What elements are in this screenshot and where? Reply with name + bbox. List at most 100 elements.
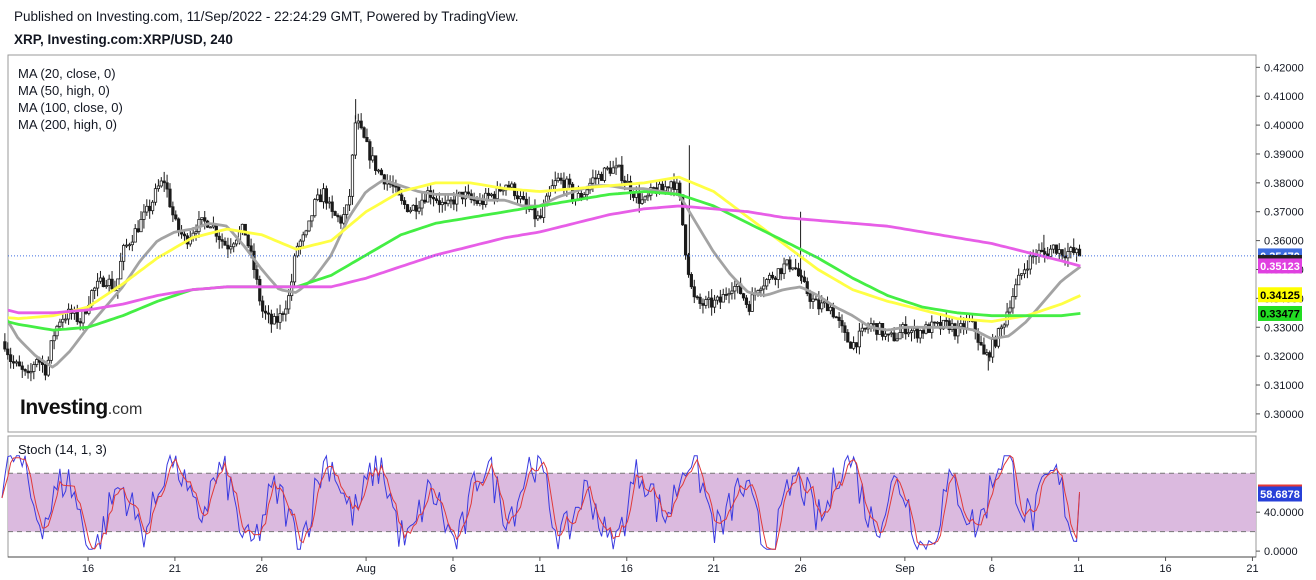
candle-body[interactable] <box>32 364 36 372</box>
candle-body[interactable] <box>171 206 175 216</box>
candle-body[interactable] <box>747 304 751 312</box>
candle-body[interactable] <box>791 267 795 270</box>
candle-body[interactable] <box>437 200 441 206</box>
candle-body[interactable] <box>440 201 444 206</box>
candle-body[interactable] <box>883 333 888 337</box>
candle-body[interactable] <box>177 218 181 231</box>
candle-body[interactable] <box>730 290 734 294</box>
candle-body[interactable] <box>811 298 815 302</box>
candle-body[interactable] <box>475 200 479 204</box>
candle-body[interactable] <box>150 201 155 212</box>
candle-body[interactable] <box>585 189 589 196</box>
candle-body[interactable] <box>145 205 149 213</box>
ma50-line[interactable] <box>0 175 1081 323</box>
candle-body[interactable] <box>414 204 418 212</box>
candle-body[interactable] <box>785 259 789 265</box>
candle-body[interactable] <box>275 316 279 323</box>
candle-body[interactable] <box>953 323 957 337</box>
candle-body[interactable] <box>211 224 216 228</box>
candle-body[interactable] <box>345 204 349 215</box>
candle-body[interactable] <box>64 318 68 321</box>
candle-body[interactable] <box>849 341 853 349</box>
candle-body[interactable] <box>556 177 560 182</box>
candle-body[interactable] <box>319 194 323 203</box>
candle-body[interactable] <box>14 361 19 364</box>
candle-body[interactable] <box>310 215 314 222</box>
candle-body[interactable] <box>938 321 943 330</box>
candle-body[interactable] <box>854 342 859 348</box>
candle-body[interactable] <box>608 167 612 174</box>
candle-body[interactable] <box>988 352 992 358</box>
candle-body[interactable] <box>246 234 250 247</box>
candle-body[interactable] <box>122 245 126 262</box>
candle-body[interactable] <box>947 320 951 331</box>
candle-body[interactable] <box>857 330 861 348</box>
candle-body[interactable] <box>533 206 537 220</box>
candle-body[interactable] <box>999 326 1003 330</box>
candle-body[interactable] <box>872 323 876 325</box>
candle-body[interactable] <box>568 178 572 185</box>
candle-body[interactable] <box>35 359 39 365</box>
candle-body[interactable] <box>776 268 780 280</box>
candle-body[interactable] <box>860 327 864 332</box>
candle-body[interactable] <box>675 182 679 190</box>
candle-body[interactable] <box>805 281 809 295</box>
candle-body[interactable] <box>434 198 439 202</box>
candle-body[interactable] <box>208 226 213 229</box>
candle-body[interactable] <box>159 180 163 187</box>
candle-body[interactable] <box>43 364 48 376</box>
candle-body[interactable] <box>924 324 928 334</box>
candle-body[interactable] <box>1060 249 1064 257</box>
candle-body[interactable] <box>669 181 673 189</box>
candle-body[interactable] <box>394 185 398 188</box>
candle-body[interactable] <box>153 188 158 203</box>
candle-body[interactable] <box>133 228 137 243</box>
candle-body[interactable] <box>403 200 407 205</box>
candle-body[interactable] <box>1057 249 1061 254</box>
candle-body[interactable] <box>200 217 204 220</box>
candle-body[interactable] <box>284 308 288 315</box>
candle-body[interactable] <box>313 199 317 217</box>
candle-body[interactable] <box>933 321 937 324</box>
candle-body[interactable] <box>1011 296 1015 309</box>
candle-body[interactable] <box>765 279 769 287</box>
candle-body[interactable] <box>1040 249 1044 252</box>
candle-body[interactable] <box>892 332 896 342</box>
candle-body[interactable] <box>863 327 867 330</box>
candle-body[interactable] <box>921 330 925 334</box>
candle-body[interactable] <box>941 319 945 330</box>
candle-body[interactable] <box>269 313 273 325</box>
candle-body[interactable] <box>692 286 696 298</box>
candle-body[interactable] <box>23 369 27 372</box>
candle-body[interactable] <box>376 169 381 172</box>
candle-body[interactable] <box>698 296 702 304</box>
candle-body[interactable] <box>851 342 856 349</box>
candle-body[interactable] <box>168 188 172 208</box>
candle-body[interactable] <box>6 348 10 356</box>
candle-body[interactable] <box>1066 251 1070 259</box>
candle-body[interactable] <box>521 195 525 200</box>
candle-body[interactable] <box>342 214 346 224</box>
candle-body[interactable] <box>770 274 775 279</box>
candle-body[interactable] <box>782 263 786 275</box>
candle-body[interactable] <box>683 224 688 256</box>
candle-body[interactable] <box>431 197 436 200</box>
candle-body[interactable] <box>788 259 792 270</box>
candle-body[interactable] <box>510 183 514 188</box>
legend-ma200[interactable]: MA (200, high, 0) <box>18 117 117 132</box>
candle-body[interactable] <box>640 199 644 204</box>
candle-body[interactable] <box>1025 268 1029 271</box>
candle-body[interactable] <box>918 330 922 339</box>
candle-body[interactable] <box>52 335 56 342</box>
candle-body[interactable] <box>93 287 97 291</box>
candle-body[interactable] <box>9 354 13 362</box>
candle-body[interactable] <box>411 204 415 211</box>
candle-body[interactable] <box>623 180 627 183</box>
candle-body[interactable] <box>715 296 720 301</box>
candle-body[interactable] <box>400 194 404 202</box>
candle-body[interactable] <box>139 218 143 233</box>
candle-body[interactable] <box>979 342 983 346</box>
candle-body[interactable] <box>718 296 722 303</box>
candle-body[interactable] <box>365 136 369 143</box>
